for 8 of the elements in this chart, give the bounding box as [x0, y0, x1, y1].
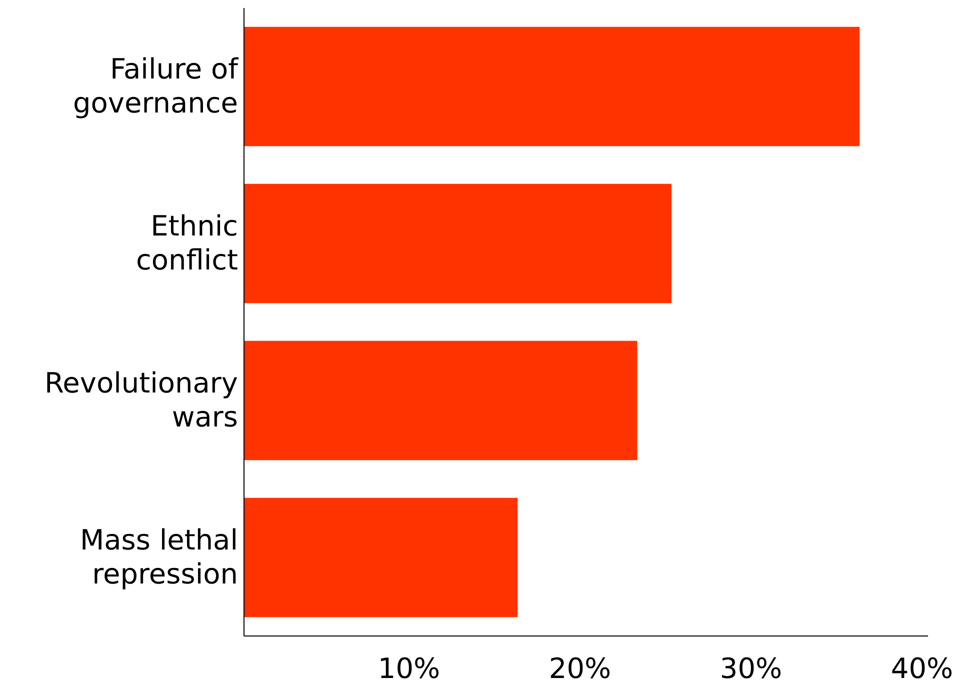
y-tick-label: Revolutionary wars: [44, 366, 238, 434]
x-tick-label: 20%: [548, 652, 612, 685]
x-tick-label: 40%: [890, 652, 954, 685]
x-tick-label: 30%: [720, 652, 782, 685]
y-tick-label: Mass lethal repression: [80, 524, 238, 590]
y-tick-label: Failure of governance: [73, 52, 240, 120]
y-tick-label: Ethnic conflict: [136, 210, 238, 276]
x-tick-label: 10%: [378, 652, 440, 685]
